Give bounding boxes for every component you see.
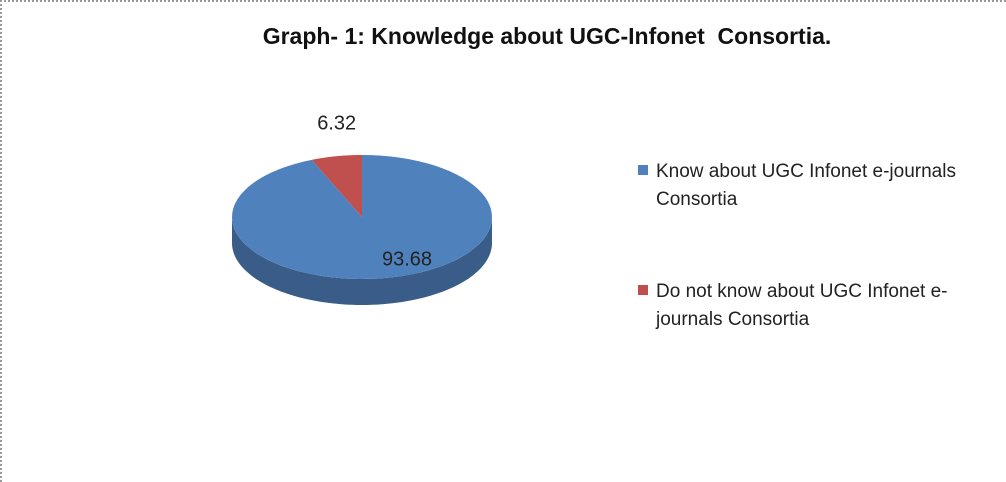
legend-label: Do not know about UGC Infonet e-journals…	[656, 281, 948, 330]
legend-swatch	[638, 285, 648, 295]
pie-slice	[311, 155, 362, 217]
data-label: 93.68	[382, 248, 432, 270]
legend-swatch	[638, 165, 648, 175]
legend-item: Do not know about UGC Infonet e-journals…	[638, 278, 998, 334]
legend-label: Know about UGC Infonet e-journals Consor…	[656, 161, 956, 210]
pie-slice	[232, 155, 492, 279]
pie-side	[232, 217, 492, 305]
legend-item: Know about UGC Infonet e-journals Consor…	[638, 158, 998, 214]
chart-title: Graph- 1: Knowledge about UGC-Infonet Co…	[263, 23, 832, 49]
data-label: 6.32	[317, 112, 356, 134]
